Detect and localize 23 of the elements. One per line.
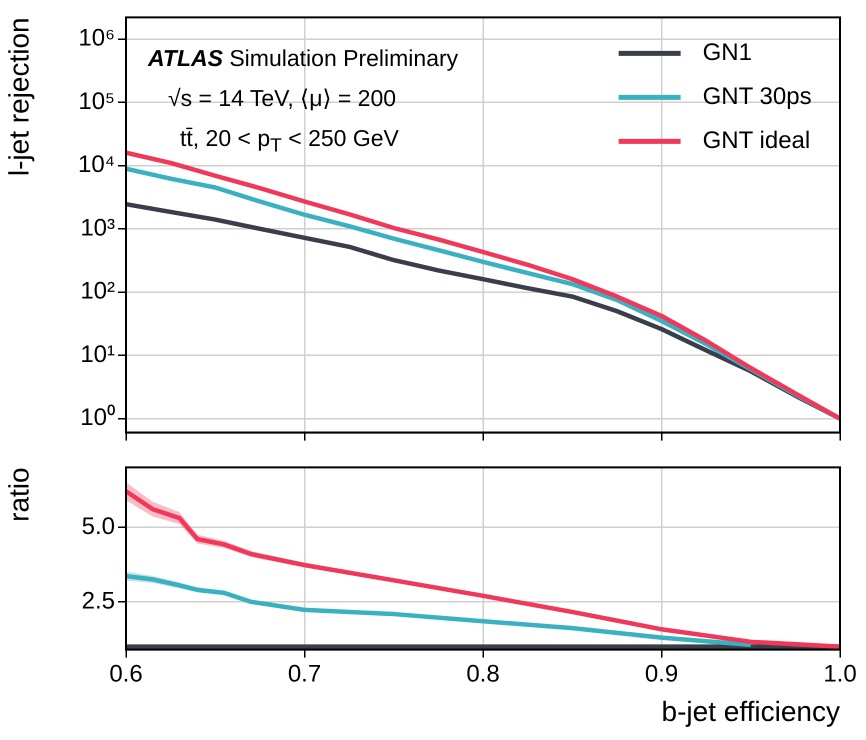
y-tick-label: 10⁵	[78, 88, 115, 115]
x-tick-label: 0.6	[109, 660, 143, 688]
legend-label: GNT ideal	[702, 127, 810, 154]
y-tick-label: 2.5	[82, 587, 115, 614]
annotation: tt̄, 20 < p$_{T}$ < 250 GeV	[180, 125, 399, 157]
y-tick-label: 10³	[80, 214, 116, 242]
legend-label: GN1	[702, 39, 752, 66]
y-tick-label: 5.0	[82, 512, 115, 540]
x-tick-label: 0.7	[288, 660, 322, 688]
y-tick-label: 10²	[80, 278, 116, 305]
y-tick-label: 10¹	[80, 340, 116, 368]
y-tick-label: 10⁰	[80, 404, 115, 432]
legend-label: GNT 30ps	[702, 83, 812, 110]
y-axis-title: ratio	[4, 467, 35, 522]
y-tick-label: 10⁶	[78, 24, 115, 52]
annotation: √s = 14 TeV, ⟨μ⟩ = 200	[168, 85, 396, 112]
y-tick-label: 10⁴	[78, 151, 115, 178]
annotation: ATLAS Simulation Preliminary	[148, 45, 458, 72]
x-tick-label: 0.8	[466, 660, 500, 688]
x-axis-title: b-jet efficiency	[662, 696, 840, 727]
x-tick-label: 0.9	[644, 660, 678, 688]
y-axis-title: l-jet rejection	[4, 17, 35, 176]
x-tick-label: 1.0	[823, 660, 857, 688]
